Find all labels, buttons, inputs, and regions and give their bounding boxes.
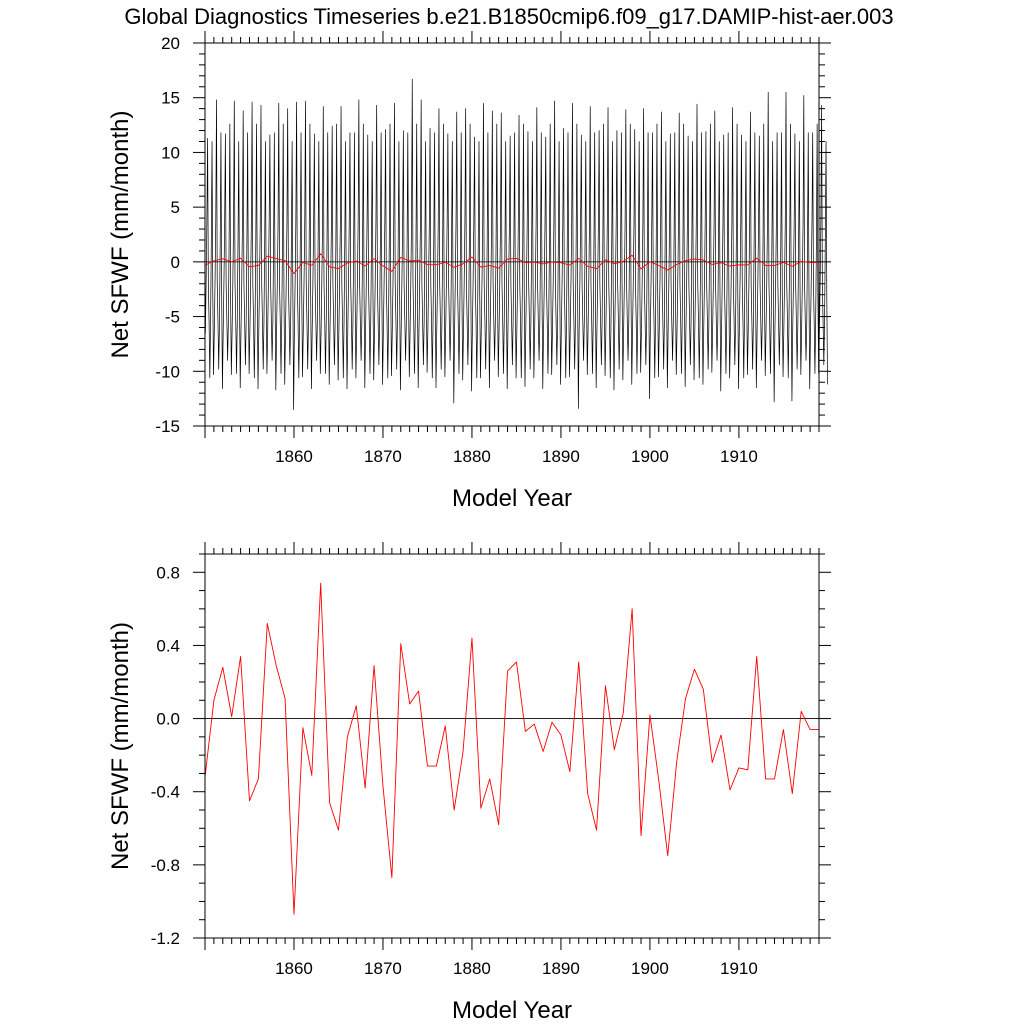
y-tick-label: -0.8	[151, 856, 180, 875]
plot-frame	[204, 553, 820, 939]
x-tick-label: 1910	[720, 959, 758, 978]
y-tick-label: 0	[171, 253, 180, 272]
y-axis-title: Net SFWF (mm/month)	[107, 622, 134, 870]
x-tick-label: 1860	[275, 447, 313, 466]
x-tick-label: 1860	[275, 959, 313, 978]
x-tick-label: 1890	[542, 447, 580, 466]
y-tick-label: 10	[161, 143, 180, 162]
y-tick-label: 20	[161, 34, 180, 53]
y-tick-label: 5	[171, 198, 180, 217]
x-tick-label: 1870	[364, 447, 402, 466]
x-tick-label: 1870	[364, 959, 402, 978]
series-line-1	[204, 253, 819, 275]
y-tick-label: 0.8	[156, 563, 180, 582]
x-tick-label: 1900	[631, 959, 669, 978]
series-line-0	[205, 78, 828, 410]
y-tick-label: 0.4	[156, 636, 180, 655]
series-line-0	[204, 582, 819, 915]
x-tick-label: 1900	[631, 447, 669, 466]
y-tick-label: 15	[161, 89, 180, 108]
y-tick-label: 0.0	[156, 710, 180, 729]
y-tick-label: -15	[155, 417, 180, 436]
x-axis-title: Model Year	[452, 485, 572, 512]
y-tick-label: -0.4	[151, 783, 180, 802]
x-tick-label: 1880	[453, 959, 491, 978]
x-axis-title: Model Year	[452, 997, 572, 1024]
y-tick-label: -5	[165, 308, 180, 327]
x-tick-label: 1890	[542, 959, 580, 978]
x-tick-label: 1880	[453, 447, 491, 466]
figure-title: Global Diagnostics Timeseries b.e21.B185…	[124, 4, 893, 29]
bottom-panel: 1860 1870 1880 1890 1900 1910 -1.2 -0.8 -0.4 0.0 0…	[107, 542, 831, 1024]
y-tick-label: -1.2	[151, 929, 180, 948]
y-axis-title: Net SFWF (mm/month)	[107, 110, 134, 358]
plot-frame	[204, 42, 820, 427]
top-panel: 1860 1870 1880 1890 1900 1910 -15 -10 -5 0 5 10 15 20…	[107, 31, 831, 512]
x-tick-label: 1910	[720, 447, 758, 466]
y-tick-label: -10	[155, 362, 180, 381]
